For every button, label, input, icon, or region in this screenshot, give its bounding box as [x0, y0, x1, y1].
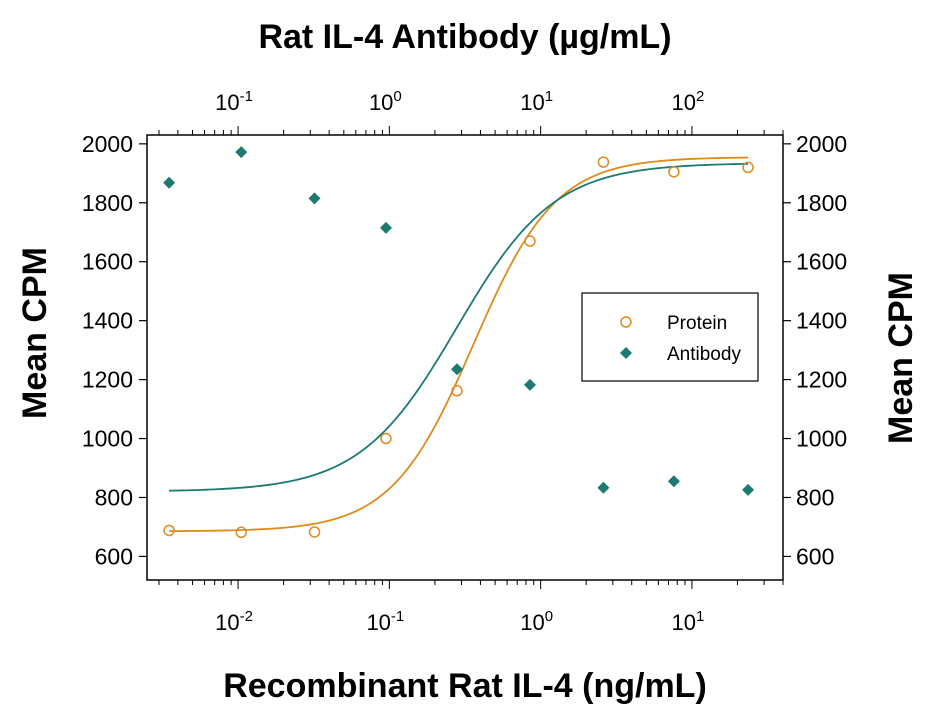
protein-point [597, 156, 610, 168]
y-tick-label-left: 1000 [82, 426, 133, 452]
protein-point [742, 161, 754, 174]
fit-curves [169, 156, 749, 533]
legend-box [581, 292, 759, 382]
antibody-point [597, 481, 610, 494]
top-tick-label: 101 [520, 88, 553, 115]
y-tick-label-left: 600 [95, 543, 133, 569]
legend-antibody-marker [620, 347, 632, 359]
antibody-point [451, 363, 464, 376]
y-tick-label-right: 1600 [796, 249, 847, 275]
top-tick-label: 100 [369, 88, 402, 115]
y-tick-label-right: 1400 [796, 308, 847, 334]
legend: Protein Antibody [581, 292, 759, 382]
y-tick-label-left: 2000 [82, 131, 133, 157]
x-tick-label: 10-2 [215, 608, 253, 635]
y-tick-label-right: 1200 [796, 367, 847, 393]
protein-point [668, 166, 680, 178]
antibody-point [667, 475, 680, 488]
axis-tick-labels: 600 600 800 800 1000 1000 1200 1200 1400 1400 1600… [82, 88, 847, 635]
y-tick-label-left: 1400 [82, 308, 133, 334]
protein-point [451, 385, 463, 397]
x-axis-label: Recombinant Rat IL-4 (ng/mL) [223, 667, 707, 705]
legend-antibody-label: Antibody [667, 344, 741, 365]
protein-point [163, 524, 175, 537]
y-tick-label-right: 800 [796, 484, 834, 510]
protein-point [524, 235, 536, 247]
antibody-point [308, 192, 321, 205]
protein-point [308, 526, 321, 538]
antibody-point [235, 146, 248, 159]
legend-protein-label: Protein [667, 313, 727, 334]
protein-point [235, 526, 248, 539]
axis-ticks [139, 126, 791, 589]
legend-protein-marker [620, 316, 632, 328]
y-tick-label-right: 1800 [796, 190, 847, 216]
antibody-fit-curve [169, 162, 749, 492]
y-tick-label-left: 1600 [82, 249, 133, 275]
data-points [163, 146, 755, 539]
antibody-point [163, 176, 176, 189]
x-tick-label: 101 [672, 608, 705, 635]
x-tick-label: 10-1 [366, 608, 404, 635]
antibody-point [523, 378, 536, 391]
y-tick-label-right: 600 [796, 543, 834, 569]
y-tick-label-left: 1200 [82, 367, 133, 393]
y-axis-label-left: Mean CPM [16, 247, 54, 419]
protein-fit-curve [169, 156, 749, 533]
y-tick-label-left: 1800 [82, 190, 133, 216]
y-tick-label-right: 1000 [796, 426, 847, 452]
y-axis-label-right: Mean CPM [882, 272, 920, 444]
antibody-point [742, 483, 755, 496]
x-tick-label: 100 [520, 608, 553, 635]
plot-frame [146, 134, 784, 581]
top-tick-label: 102 [672, 88, 705, 115]
y-tick-label-left: 800 [95, 484, 133, 510]
top-tick-label: 10-1 [215, 88, 253, 115]
y-tick-label-right: 2000 [796, 131, 847, 157]
protein-point [380, 432, 392, 445]
antibody-point [379, 221, 392, 234]
chart-title: Rat IL-4 Antibody (µg/mL) [258, 18, 671, 56]
